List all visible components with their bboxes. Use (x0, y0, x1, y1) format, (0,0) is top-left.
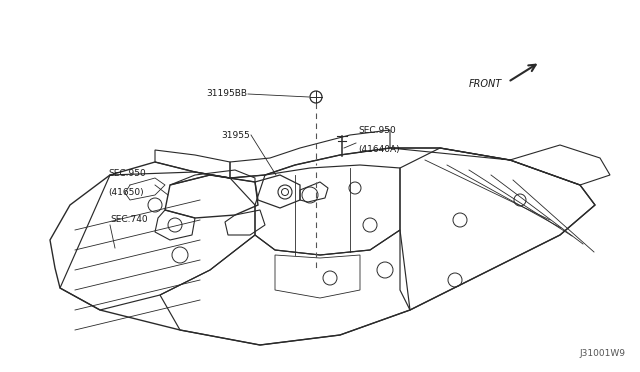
Text: SEC.740: SEC.740 (110, 215, 148, 224)
Text: (41640A): (41640A) (358, 145, 399, 154)
Text: (41650): (41650) (108, 188, 143, 197)
Text: SEC.950: SEC.950 (358, 126, 396, 135)
Text: SEC.950: SEC.950 (108, 169, 146, 178)
Text: FRONT: FRONT (468, 79, 502, 89)
Text: 31195BB: 31195BB (206, 90, 247, 99)
Text: J31001W9: J31001W9 (579, 349, 625, 358)
Text: 31955: 31955 (221, 131, 250, 140)
